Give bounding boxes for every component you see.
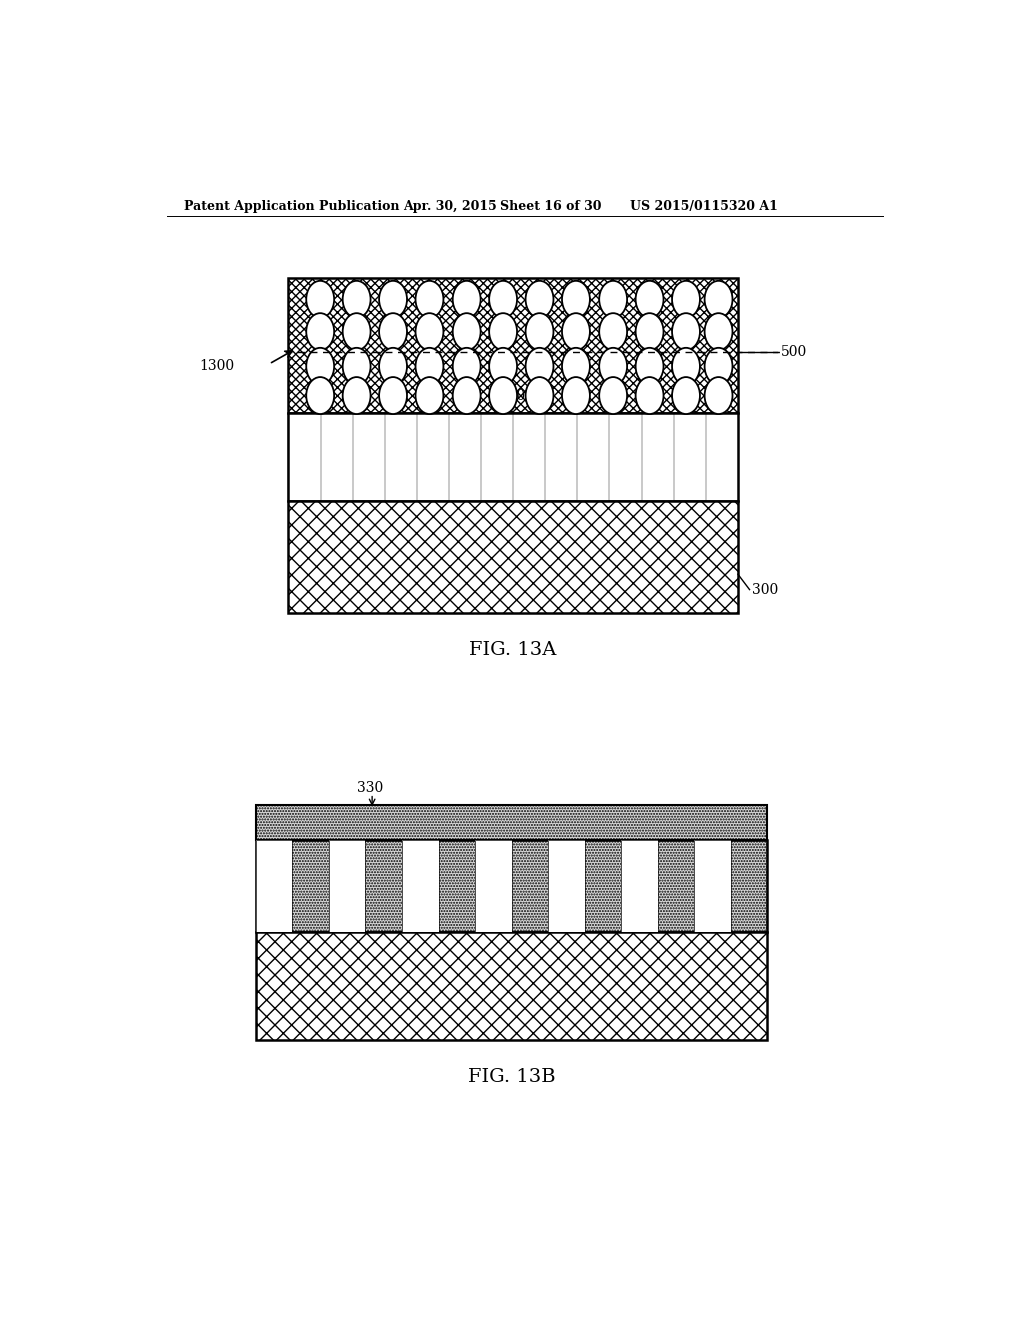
Ellipse shape (416, 313, 443, 350)
Bar (256, 805, 767, 840)
Bar (402, 840, 438, 932)
Ellipse shape (489, 378, 517, 414)
Text: US 2015/0115320 A1: US 2015/0115320 A1 (630, 199, 778, 213)
Ellipse shape (562, 281, 590, 318)
Bar (256, 932, 767, 1040)
Bar (329, 840, 366, 932)
Bar (475, 840, 512, 932)
Ellipse shape (599, 348, 627, 385)
Text: Sheet 16 of 30: Sheet 16 of 30 (500, 199, 601, 213)
Ellipse shape (343, 378, 371, 414)
Ellipse shape (672, 313, 700, 350)
Bar (289, 413, 321, 502)
Ellipse shape (672, 348, 700, 385)
Ellipse shape (379, 313, 407, 350)
Ellipse shape (636, 281, 664, 318)
Ellipse shape (379, 281, 407, 318)
Bar (402, 840, 438, 932)
Bar (622, 840, 657, 932)
Bar (256, 805, 767, 840)
Ellipse shape (489, 313, 517, 350)
Ellipse shape (453, 348, 480, 385)
Text: 300: 300 (752, 582, 778, 597)
Ellipse shape (306, 348, 334, 385)
Bar (481, 413, 513, 502)
Text: Patent Application Publication: Patent Application Publication (183, 199, 399, 213)
Bar (548, 840, 585, 932)
Bar (256, 840, 293, 932)
Ellipse shape (306, 378, 334, 414)
Ellipse shape (525, 281, 554, 318)
Ellipse shape (453, 281, 480, 318)
Text: FIG. 13A: FIG. 13A (469, 640, 557, 659)
Bar (352, 413, 385, 502)
Bar (256, 840, 767, 932)
Ellipse shape (343, 281, 371, 318)
Ellipse shape (636, 313, 664, 350)
Bar (622, 840, 657, 932)
Bar (481, 413, 513, 502)
Ellipse shape (672, 281, 700, 318)
Bar (674, 413, 706, 502)
Bar (546, 413, 578, 502)
Ellipse shape (562, 313, 590, 350)
Ellipse shape (636, 378, 664, 414)
Bar (548, 840, 585, 932)
Bar (289, 413, 738, 502)
Bar (609, 413, 642, 502)
Text: 330: 330 (356, 781, 383, 795)
Ellipse shape (562, 348, 590, 385)
Ellipse shape (672, 378, 700, 414)
Ellipse shape (705, 348, 732, 385)
Ellipse shape (705, 313, 732, 350)
Bar (289, 502, 738, 612)
Text: Apr. 30, 2015: Apr. 30, 2015 (403, 199, 497, 213)
Ellipse shape (306, 313, 334, 350)
Bar (289, 502, 738, 612)
Ellipse shape (379, 378, 407, 414)
Ellipse shape (599, 281, 627, 318)
Ellipse shape (705, 281, 732, 318)
Text: 500: 500 (780, 346, 807, 359)
Text: FIG. 13B: FIG. 13B (468, 1068, 555, 1086)
Ellipse shape (599, 378, 627, 414)
Ellipse shape (343, 348, 371, 385)
Bar (475, 840, 512, 932)
Ellipse shape (453, 313, 480, 350)
Ellipse shape (489, 281, 517, 318)
Ellipse shape (705, 378, 732, 414)
Bar (546, 413, 578, 502)
Bar (256, 840, 767, 932)
Bar (694, 840, 731, 932)
Ellipse shape (525, 348, 554, 385)
Ellipse shape (599, 313, 627, 350)
Ellipse shape (416, 378, 443, 414)
Ellipse shape (636, 348, 664, 385)
Text: 1300: 1300 (489, 388, 525, 403)
Ellipse shape (525, 378, 554, 414)
Ellipse shape (489, 348, 517, 385)
Bar (256, 840, 293, 932)
Ellipse shape (306, 281, 334, 318)
Bar (417, 413, 449, 502)
Bar (352, 413, 385, 502)
Bar (329, 840, 366, 932)
Ellipse shape (562, 378, 590, 414)
Ellipse shape (525, 313, 554, 350)
Bar (256, 932, 767, 1040)
Ellipse shape (416, 281, 443, 318)
Bar (417, 413, 449, 502)
Bar (289, 413, 321, 502)
Bar (609, 413, 642, 502)
Ellipse shape (453, 378, 480, 414)
Ellipse shape (379, 348, 407, 385)
Bar (289, 277, 738, 412)
Bar (694, 840, 731, 932)
Text: 1300: 1300 (200, 359, 234, 374)
Bar (289, 277, 738, 412)
Ellipse shape (416, 348, 443, 385)
Bar (674, 413, 706, 502)
Ellipse shape (343, 313, 371, 350)
